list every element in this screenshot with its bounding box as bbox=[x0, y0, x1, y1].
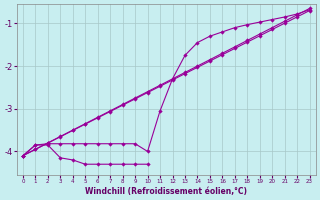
X-axis label: Windchill (Refroidissement éolien,°C): Windchill (Refroidissement éolien,°C) bbox=[85, 187, 247, 196]
